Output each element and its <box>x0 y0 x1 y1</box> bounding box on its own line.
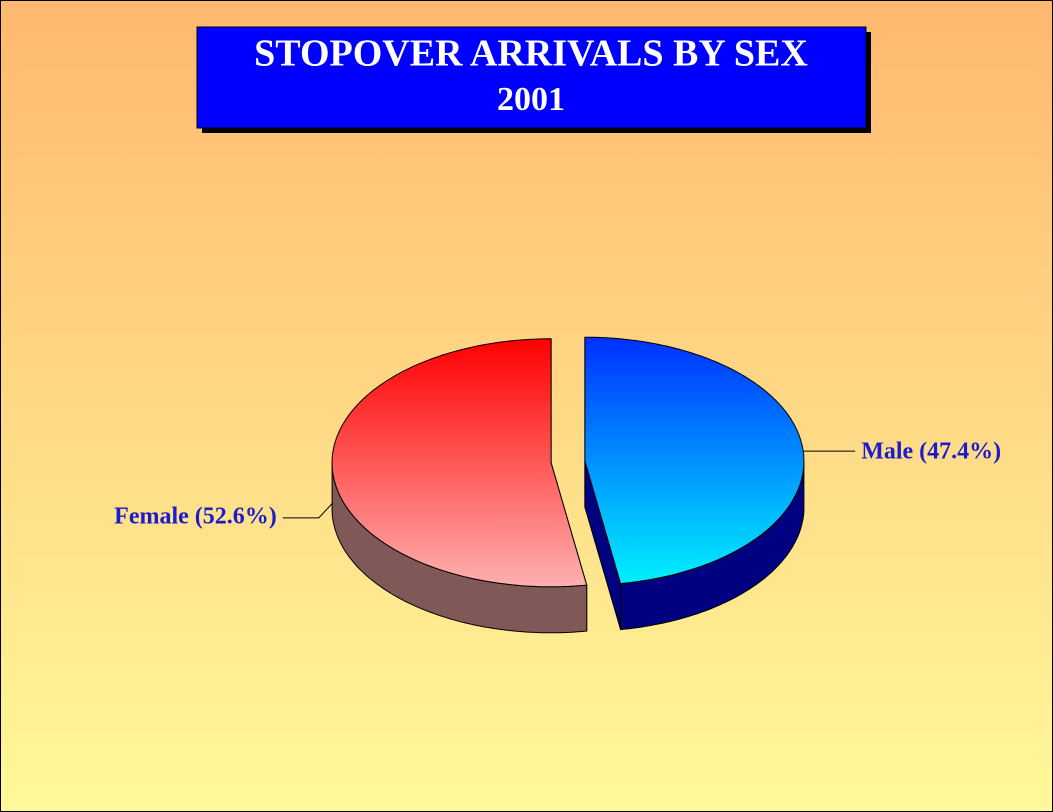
leader-line <box>282 502 334 519</box>
slice <box>584 336 805 585</box>
chart-title: STOPOVER ARRIVALS BY SEX <box>254 33 808 75</box>
slice <box>331 338 588 588</box>
data-label: Male (47.4%) <box>861 439 1001 465</box>
title-box <box>196 26 867 129</box>
chart-subtitle: 2001 <box>497 81 565 118</box>
data-label: Female (52.6%) <box>114 503 277 529</box>
